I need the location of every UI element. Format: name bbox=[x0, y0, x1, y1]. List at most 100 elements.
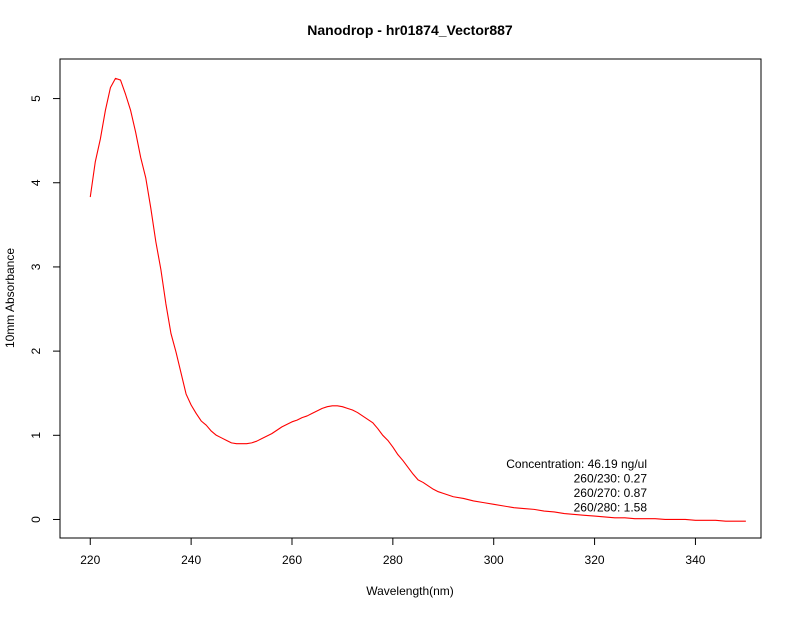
chart-title: Nanodrop - hr01874_Vector887 bbox=[307, 22, 513, 38]
absorbance-data-point bbox=[291, 421, 292, 422]
absorbance-data-point bbox=[140, 157, 141, 158]
absorbance-data-point bbox=[397, 454, 398, 455]
absorbance-data-point bbox=[317, 410, 318, 411]
absorbance-data-point bbox=[367, 419, 368, 420]
y-tick-label: 4 bbox=[29, 179, 43, 186]
absorbance-data-point bbox=[463, 498, 464, 499]
absorbance-data-point bbox=[266, 436, 267, 437]
absorbance-data-point bbox=[362, 415, 363, 416]
absorbance-data-point bbox=[725, 521, 726, 522]
absorbance-data-point bbox=[675, 519, 676, 520]
absorbance-data-point bbox=[185, 393, 186, 394]
absorbance-data-point bbox=[312, 413, 313, 414]
x-tick-label: 280 bbox=[383, 553, 403, 567]
absorbance-data-point bbox=[211, 430, 212, 431]
absorbance-data-point bbox=[110, 87, 111, 88]
absorbance-data-point bbox=[433, 489, 434, 490]
absorbance-data-point bbox=[150, 207, 151, 208]
absorbance-data-point bbox=[614, 517, 615, 518]
absorbance-data-point bbox=[256, 441, 257, 442]
absorbance-data-point bbox=[382, 435, 383, 436]
absorbance-data-point bbox=[685, 519, 686, 520]
absorbance-data-point bbox=[523, 508, 524, 509]
absorbance-data-point bbox=[130, 110, 131, 111]
absorbance-data-point bbox=[392, 446, 393, 447]
annotation-line: 260/280: 1.58 bbox=[574, 501, 648, 515]
absorbance-data-point bbox=[493, 504, 494, 505]
absorbance-data-point bbox=[412, 473, 413, 474]
absorbance-data-point bbox=[216, 435, 217, 436]
absorbance-data-point bbox=[120, 79, 121, 80]
absorbance-data-point bbox=[271, 433, 272, 434]
absorbance-data-point bbox=[564, 513, 565, 514]
absorbance-data-point bbox=[261, 438, 262, 439]
absorbance-data-point bbox=[221, 437, 222, 438]
absorbance-data-point bbox=[423, 482, 424, 483]
absorbance-data-point bbox=[286, 424, 287, 425]
absorbance-data-point bbox=[402, 460, 403, 461]
absorbance-data-point bbox=[513, 507, 514, 508]
x-axis: 220 240 260 280 300 320 340 bbox=[80, 538, 706, 567]
y-axis: 0 1 2 3 4 5 bbox=[29, 95, 60, 523]
plot-frame bbox=[59, 58, 762, 539]
absorbance-data-point bbox=[745, 521, 746, 522]
absorbance-data-point bbox=[236, 443, 237, 444]
absorbance-data-point bbox=[196, 413, 197, 414]
absorbance-data-point bbox=[191, 404, 192, 405]
x-tick-label: 300 bbox=[484, 553, 504, 567]
y-tick-label: 3 bbox=[29, 263, 43, 270]
absorbance-data-point bbox=[327, 406, 328, 407]
absorbance-data-point bbox=[387, 440, 388, 441]
y-axis-label: 10mm Absorbance bbox=[3, 248, 17, 348]
absorbance-data-point bbox=[372, 422, 373, 423]
y-tick-label: 5 bbox=[29, 95, 43, 102]
absorbance-data-point bbox=[594, 516, 595, 517]
absorbance-data-point bbox=[226, 440, 227, 441]
absorbance-data-point bbox=[155, 241, 156, 242]
absorbance-data-point bbox=[276, 430, 277, 431]
x-tick-label: 260 bbox=[282, 553, 302, 567]
absorbance-data-point bbox=[352, 409, 353, 410]
x-tick-label: 240 bbox=[181, 553, 201, 567]
absorbance-data-point bbox=[322, 408, 323, 409]
absorbance-data-point bbox=[135, 132, 136, 133]
absorbance-data-point bbox=[634, 518, 635, 519]
absorbance-data-point bbox=[165, 303, 166, 304]
absorbance-data-point bbox=[533, 509, 534, 510]
absorbance-data-point bbox=[654, 518, 655, 519]
absorbance-data-point bbox=[231, 442, 232, 443]
absorbance-series-line bbox=[89, 77, 746, 522]
absorbance-data-point bbox=[665, 519, 666, 520]
absorbance-data-point bbox=[342, 406, 343, 407]
absorbance-data-point bbox=[201, 420, 202, 421]
absorbance-data-point bbox=[125, 94, 126, 95]
x-tick-label: 320 bbox=[585, 553, 605, 567]
absorbance-data-point bbox=[115, 78, 116, 79]
absorbance-data-point bbox=[337, 405, 338, 406]
absorbance-data-point bbox=[145, 177, 146, 178]
annotation-line: 260/230: 0.27 bbox=[574, 472, 648, 486]
absorbance-data-point bbox=[407, 467, 408, 468]
absorbance-data-point bbox=[443, 493, 444, 494]
x-tick-label: 340 bbox=[685, 553, 705, 567]
absorbance-data-point bbox=[95, 161, 96, 162]
absorbance-data-point bbox=[206, 425, 207, 426]
absorbance-data-point bbox=[644, 518, 645, 519]
absorbance-data-point bbox=[453, 496, 454, 497]
absorbance-data-point bbox=[100, 138, 101, 139]
annotation-line: 260/270: 0.87 bbox=[574, 486, 648, 500]
absorbance-data-point bbox=[584, 515, 585, 516]
absorbance-data-point bbox=[483, 502, 484, 503]
absorbance-data-point bbox=[347, 408, 348, 409]
absorbance-data-point bbox=[251, 442, 252, 443]
annotation-line: Concentration: 46.19 ng/ul bbox=[506, 457, 647, 471]
absorbance-data-point bbox=[170, 333, 171, 334]
absorbance-data-point bbox=[377, 428, 378, 429]
absorbance-data-point bbox=[357, 412, 358, 413]
absorbance-data-point bbox=[307, 415, 308, 416]
absorbance-data-point bbox=[281, 426, 282, 427]
absorbance-data-point bbox=[695, 520, 696, 521]
absorbance-data-point bbox=[705, 520, 706, 521]
series-layer bbox=[89, 77, 746, 522]
